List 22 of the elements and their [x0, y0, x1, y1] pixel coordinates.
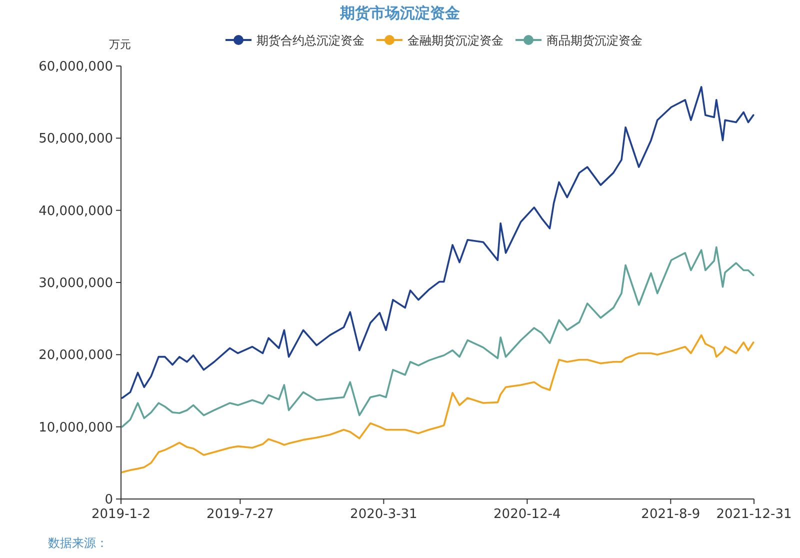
x-tick-label: 2020-3-31 — [350, 507, 418, 522]
y-tick-label: 40,000,000 — [38, 204, 113, 219]
x-tick-label: 2021-12-31 — [716, 507, 792, 522]
y-axis-title: 万元 — [109, 38, 131, 51]
line-series — [121, 86, 754, 399]
y-tick-label: 10,000,000 — [38, 420, 113, 436]
x-tick-label: 2019-1-2 — [91, 507, 151, 522]
y-tick-label: 0 — [104, 492, 113, 508]
line-series — [121, 334, 754, 474]
y-tick-label: 30,000,000 — [38, 276, 113, 291]
x-tick-label: 2020-12-4 — [494, 507, 561, 522]
source-note: 数据来源： — [48, 536, 108, 550]
x-tick-label: 2021-8-9 — [641, 507, 700, 522]
y-tick-label: 60,000,000 — [38, 60, 113, 74]
legend-label: 商品期货沉淀资金 — [546, 34, 642, 48]
y-tick-label: 20,000,000 — [38, 348, 113, 364]
legend-label: 期货合约总沉淀资金 — [256, 34, 364, 48]
chart-title: 期货市场沉淀资金 — [339, 4, 460, 22]
y-tick-label: 50,000,000 — [38, 132, 113, 147]
x-tick-label: 2019-7-27 — [206, 507, 274, 522]
line-series — [121, 246, 754, 428]
legend-label: 金融期货沉淀资金 — [408, 34, 504, 48]
